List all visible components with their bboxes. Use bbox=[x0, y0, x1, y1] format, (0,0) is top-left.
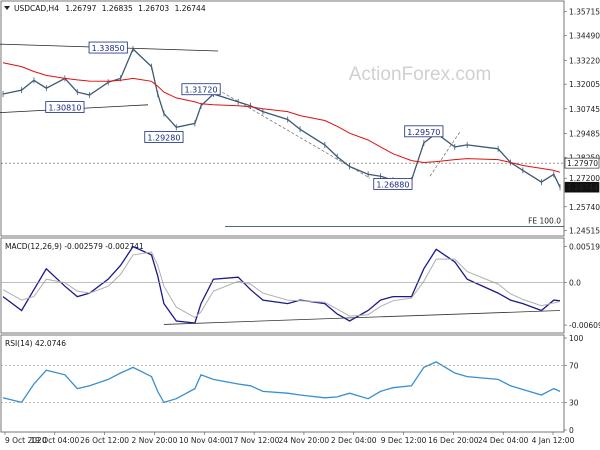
macd-series-line bbox=[2, 245, 561, 324]
price-annotation-box bbox=[45, 101, 85, 113]
price-level-label: 1.26744 bbox=[567, 183, 598, 192]
price-panel-title: USDCAD,H4 1.26797 1.26835 1.26703 1.2674… bbox=[14, 4, 206, 13]
rsi-panel-frame bbox=[0, 334, 565, 433]
macd-panel-frame bbox=[0, 237, 565, 334]
price-panel-frame bbox=[0, 0, 565, 237]
rsi-y-tick-label: 30 bbox=[569, 398, 579, 407]
rsi-panel-title: RSI(14) 42.0746 bbox=[5, 339, 66, 348]
price-annotation-label: 1.31720 bbox=[184, 86, 217, 95]
price-y-tick-label: 1.33220 bbox=[569, 56, 600, 65]
macd-y-tick-label: 0.005195 bbox=[569, 243, 600, 252]
x-tick-label: 10 Nov 04:00 bbox=[179, 436, 230, 445]
x-tick-label: 24 Dec 04:00 bbox=[478, 436, 529, 445]
fib-dashed-line bbox=[217, 89, 371, 179]
price-y-tick-label: 1.24515 bbox=[569, 227, 600, 236]
x-tick-label: 24 Nov 20:00 bbox=[279, 436, 330, 445]
fib-dashed-line bbox=[429, 131, 461, 177]
x-tick-label: 2 Nov 20:00 bbox=[132, 436, 178, 445]
price-annotation-label: 1.26880 bbox=[376, 180, 409, 189]
macd-series-line bbox=[2, 251, 561, 319]
price-annotation-box bbox=[373, 178, 413, 190]
rsi-y-tick-label: 0 bbox=[569, 426, 574, 435]
price-level-label: 1.27970 bbox=[567, 159, 598, 168]
price-level-box bbox=[564, 157, 600, 169]
price-annotation-box bbox=[181, 83, 221, 96]
price-series-line bbox=[2, 62, 561, 173]
rsi-y-tick-label: 70 bbox=[569, 362, 579, 371]
x-tick-label: 2 Dec 04:00 bbox=[331, 436, 377, 445]
rsi-y-tick-label: 100 bbox=[569, 334, 584, 343]
price-annotation-label: 1.33850 bbox=[92, 44, 125, 53]
rsi-series-line bbox=[2, 361, 561, 404]
price-y-tick-label: 1.30745 bbox=[569, 105, 600, 114]
price-y-tick-label: 1.35715 bbox=[569, 8, 600, 17]
price-annotation-label: 1.30810 bbox=[48, 104, 81, 113]
x-tick-label: 16 Dec 20:00 bbox=[428, 436, 479, 445]
macd-panel-title: MACD(12,26,9) -0.002579 -0.002741 bbox=[5, 242, 144, 251]
x-tick-label: 4 Jan 12:00 bbox=[532, 436, 575, 445]
price-y-tick-label: 1.25740 bbox=[569, 203, 600, 212]
x-tick-label: 19 Oct 04:00 bbox=[30, 436, 79, 445]
price-annotation-label: 1.29570 bbox=[407, 128, 440, 137]
price-y-tick-label: 1.27200 bbox=[569, 174, 600, 183]
price-level-box bbox=[564, 181, 600, 193]
x-tick-label: 9 Oct 2020 bbox=[5, 436, 47, 445]
price-annotation-box bbox=[88, 41, 128, 54]
macd-y-tick-label: -0.006093 bbox=[569, 321, 600, 330]
price-annotation-box bbox=[404, 125, 444, 138]
x-tick-label: 9 Dec 12:00 bbox=[381, 436, 427, 445]
price-y-tick-label: 1.29485 bbox=[569, 129, 600, 138]
macd-y-tick-label: 0.0 bbox=[569, 279, 581, 288]
fe-label: FE 100.0 bbox=[528, 217, 561, 226]
x-tick-label: 17 Nov 12:00 bbox=[229, 436, 280, 445]
price-y-tick-label: 1.32005 bbox=[569, 80, 600, 89]
price-annotation-label: 1.29280 bbox=[147, 133, 180, 142]
watermark: ActionForex.com bbox=[349, 64, 492, 85]
x-tick-label: 26 Oct 12:00 bbox=[80, 436, 129, 445]
price-y-tick-label: 1.34490 bbox=[569, 32, 600, 41]
macd-trendline bbox=[163, 310, 561, 325]
dropdown-triangle-icon[interactable] bbox=[4, 6, 10, 10]
price-annotation-box bbox=[144, 131, 184, 143]
